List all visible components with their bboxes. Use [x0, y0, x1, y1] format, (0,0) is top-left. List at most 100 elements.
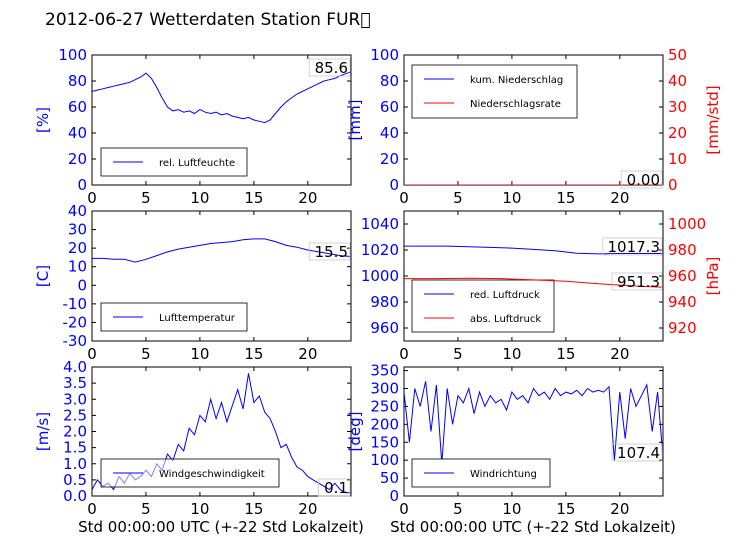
y-tick-label: 100 — [58, 46, 87, 64]
y-tick-label: 0 — [77, 276, 87, 294]
x-tick-label: 15 — [556, 345, 575, 363]
x-tick-label: 5 — [453, 345, 463, 363]
y-tick-label: 40 — [68, 124, 87, 142]
y-tick-label: 1020 — [361, 241, 399, 259]
y2-tick-label: 980 — [668, 241, 697, 259]
y-tick-label: 4.0 — [63, 358, 87, 376]
y-tick-label: 60 — [68, 98, 87, 116]
y-tick-label: 50 — [380, 469, 399, 487]
x-tick-label: 5 — [453, 500, 463, 518]
last-value-label: 107.4 — [617, 444, 660, 462]
y-axis-label: [mm] — [346, 100, 364, 141]
legend-label: abs. Luftdruck — [470, 314, 541, 325]
y-tick-label: 300 — [370, 380, 399, 398]
y-tick-label: 960 — [370, 319, 399, 337]
y-tick-label: 980 — [370, 293, 399, 311]
series-line-1 — [92, 238, 351, 263]
x-tick-label: 10 — [502, 189, 521, 207]
legend-label: Windgeschwindigkeit — [159, 469, 265, 480]
x-tick-label: 5 — [141, 345, 151, 363]
last-value-box — [620, 170, 663, 189]
y2-axis-label: [mm/std] — [704, 85, 722, 154]
x-tick-label: 0 — [399, 345, 409, 363]
last-value-label: 951.3 — [617, 273, 660, 291]
chart-panel-5: 0 5 10 15 20 0.00.51.01.52.02.53.03.54.0 [m/s]… — [34, 358, 352, 518]
y-tick-label: 40 — [68, 202, 87, 220]
x-tick-label: 15 — [244, 345, 263, 363]
chart-panel-2: 0 5 10 15 20 0 20 40 60 80 100 0 10 20 30 40 50 [mm] [mm/s… — [346, 46, 722, 207]
last-value-box — [611, 272, 663, 291]
y-tick-label: 150 — [370, 433, 399, 451]
x-tick-label: 15 — [244, 500, 263, 518]
y-axis-label: [C] — [34, 265, 52, 287]
y2-tick-label: 30 — [668, 98, 687, 116]
legend-label: Niederschlagsrate — [470, 99, 561, 110]
y-tick-label: 0 — [389, 176, 399, 194]
legend-label: rel. Luftfeuchte — [159, 158, 235, 169]
last-value-box — [602, 237, 663, 256]
y-tick-label: 60 — [380, 98, 399, 116]
x-tick-label: 20 — [298, 189, 317, 207]
legend-label: Lufttemperatur — [159, 313, 236, 324]
y-tick-label: -20 — [63, 313, 88, 331]
x-tick-label: 10 — [190, 500, 209, 518]
y-tick-label: 3.0 — [63, 390, 87, 408]
y-tick-label: 0 — [389, 487, 399, 505]
chart-panel-3: 0 5 10 15 20-30-20-10010203040[C]Lufttempera… — [34, 202, 352, 363]
legend-box — [411, 279, 555, 333]
y2-tick-label: 920 — [668, 319, 697, 337]
y-tick-label: 1000 — [361, 267, 399, 285]
y-axis-label: [%] — [34, 107, 52, 133]
series-line-1 — [404, 381, 663, 464]
x-tick-label: 10 — [190, 345, 209, 363]
y-tick-label: 1.5 — [63, 439, 87, 457]
y-tick-label: 2.0 — [63, 423, 87, 441]
y-tick-label: 80 — [380, 72, 399, 90]
y-tick-label: 1.0 — [63, 455, 87, 473]
legend-label: Windrichtung — [470, 469, 537, 480]
legend-box — [100, 147, 248, 177]
y-tick-label: 10 — [68, 258, 87, 276]
y2-tick-label: 1000 — [668, 215, 706, 233]
xlabel-right: Std 00:00:00 UTC (+-22 Std Lokalzeit) — [390, 518, 676, 536]
y-tick-label: 2.5 — [63, 406, 87, 424]
last-value-label: 0.00 — [627, 171, 660, 189]
y2-tick-label: 960 — [668, 267, 697, 285]
x-tick-label: 10 — [502, 345, 521, 363]
last-value-box — [308, 242, 351, 261]
x-tick-label: 0 — [399, 189, 409, 207]
y2-tick-label: 50 — [668, 46, 687, 64]
x-tick-label: 15 — [244, 189, 263, 207]
x-tick-label: 20 — [298, 345, 317, 363]
legend-label: kum. Niederschlag — [470, 75, 563, 86]
y-tick-label: 20 — [68, 239, 87, 257]
y-tick-label: 80 — [68, 72, 87, 90]
y-tick-label: 40 — [380, 124, 399, 142]
y-tick-label: 0.5 — [63, 471, 87, 489]
y2-tick-label: 40 — [668, 72, 687, 90]
chart-panel-6: 0 5 10 15 20050100150200250300350[deg]Windri… — [346, 362, 664, 518]
y-tick-label: 20 — [380, 150, 399, 168]
last-value-box — [317, 478, 351, 497]
x-tick-label: 10 — [190, 189, 209, 207]
y2-tick-label: 20 — [668, 124, 687, 142]
x-tick-label: 15 — [556, 189, 575, 207]
last-value-label: 1017.3 — [608, 238, 661, 256]
y2-tick-label: 0 — [668, 176, 678, 194]
chart-panel-1: 0 5 10 15 20 0 20 40 60 80 100 [%] rel. Luftfeuchte 8… — [34, 46, 352, 207]
y2-tick-label: 10 — [668, 150, 687, 168]
x-tick-label: 20 — [610, 500, 629, 518]
last-value-label: 15.5 — [315, 243, 348, 261]
y-axis-label: [m/s] — [34, 412, 52, 451]
y-tick-label: -10 — [63, 295, 88, 313]
x-tick-label: 0 — [87, 189, 97, 207]
last-value-box — [308, 58, 351, 77]
x-tick-label: 20 — [298, 500, 317, 518]
figure-title: 2012-06-27 Wetterdaten Station FUR  — [45, 10, 371, 30]
legend-box — [411, 64, 578, 119]
y-tick-label: 200 — [370, 415, 399, 433]
x-tick-label: 0 — [87, 500, 97, 518]
x-tick-label: 0 — [87, 345, 97, 363]
x-tick-label: 20 — [610, 345, 629, 363]
